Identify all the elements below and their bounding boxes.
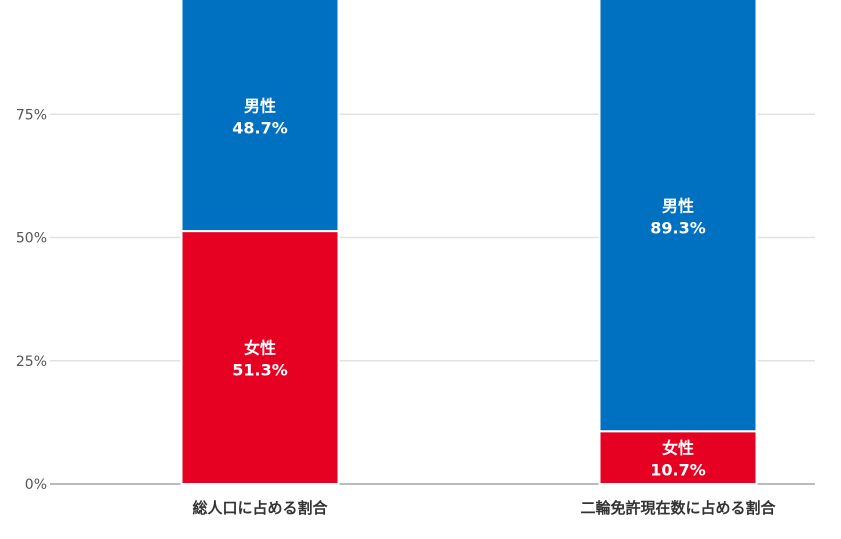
segment-series-label: 女性 [244,339,276,358]
y-tick-label: 75% [16,107,47,123]
bar-segment [180,230,340,485]
segment-series-label: 女性 [662,439,694,458]
segment-value-label: 51.3% [232,361,288,380]
segment-series-label: 男性 [662,197,694,216]
y-tick-label: 25% [16,354,47,370]
y-axis-ticks: 0% 25% 50% 75% [16,107,47,493]
segment-value-label: 89.3% [650,219,706,238]
grid-lines [50,113,815,488]
segment-series-label: 男性 [244,97,276,116]
bar-segment [598,0,758,433]
segment-value-label: 10.7% [650,461,706,480]
x-category-label: 総人口に占める割合 [192,499,328,517]
x-category-label: 二輪免許現在数に占める割合 [580,499,776,517]
y-tick-label: 50% [16,231,47,247]
segment-value-label: 48.7% [232,119,288,138]
y-tick-label: 0% [25,477,47,493]
x-axis-categories: 総人口に占める割合 二輪免許現在数に占める割合 [192,499,776,517]
bars: 女性 51.3% 男性 48.7% 女性 10.7% 男性 89.3% [180,0,758,485]
bar-segment [180,0,340,233]
